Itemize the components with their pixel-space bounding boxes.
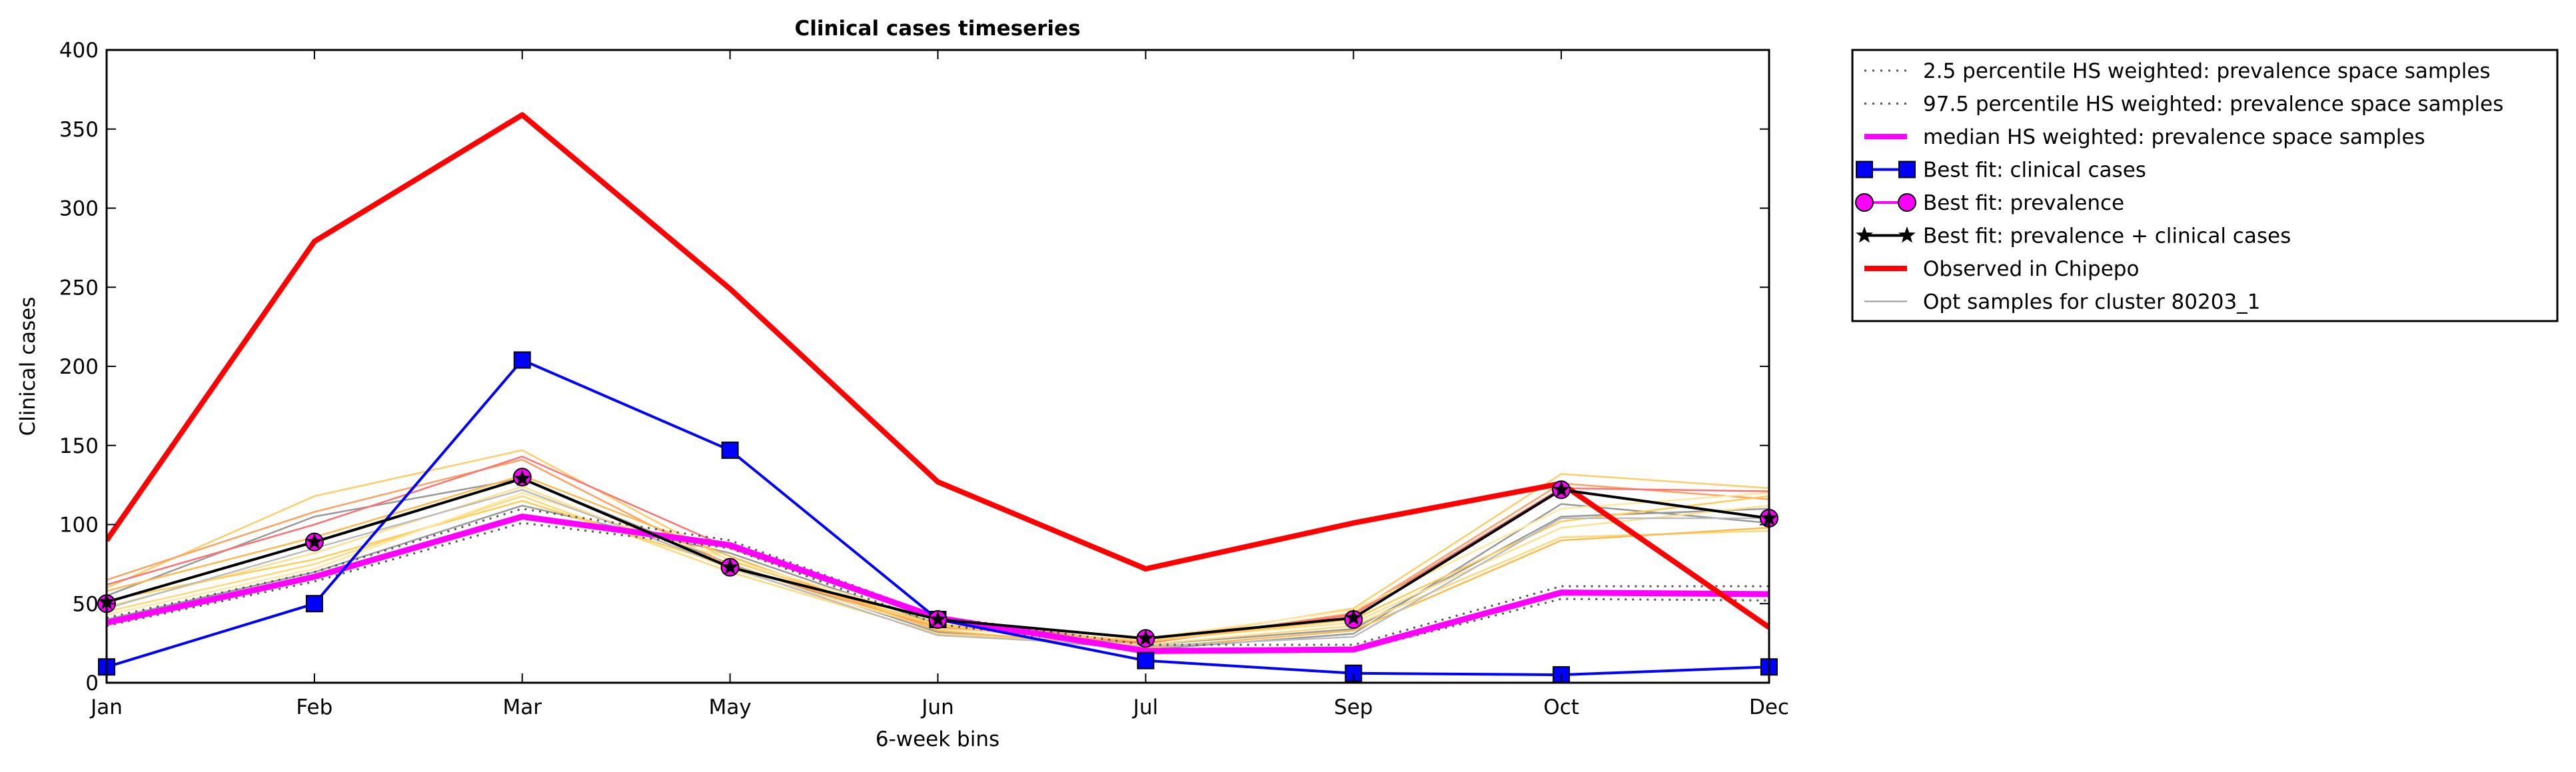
y-tick-label: 200 [59,355,99,379]
y-tick-label: 300 [59,197,99,221]
legend-marker [1898,193,1916,212]
x-tick-label: Dec [1749,695,1789,719]
sample-line-6 [107,495,1769,646]
legend-marker [1856,226,1873,243]
y-tick-label: 50 [73,592,99,616]
legend-frame [1851,49,2559,322]
y-tick-label: 0 [85,671,99,695]
point-bestfit-combined-6 [1137,629,1155,646]
legend-marker [1856,161,1873,179]
sample-line-11 [107,488,1769,647]
sample-line-7 [107,486,1769,641]
y-tick-label: 400 [59,39,99,63]
point-bestfit-clinical-6 [1137,651,1155,669]
point-bestfit-combined-3 [513,470,531,486]
legend-label: median HS weighted: prevalence space sam… [1923,125,2425,149]
legend-label: Best fit: clinical cases [1923,159,2146,183]
x-tick-label: Jul [1132,695,1158,719]
legend-label: Best fit: prevalence + clinical cases [1923,224,2291,248]
series-line-observed [107,112,1769,630]
point-bestfit-combined-7 [1345,609,1363,625]
sample-line-9 [107,474,1769,649]
series-markers [97,351,1778,684]
plot-frame [105,49,1770,684]
series-lines [107,112,1769,677]
y-axis-label: Clinical cases [16,296,40,436]
sample-line-2 [107,478,1769,651]
x-tick-label: May [709,695,752,719]
chart-title: Clinical cases timeseries [794,17,1080,41]
point-bestfit-clinical-3 [513,351,531,369]
point-bestfit-combined-4 [721,558,739,575]
legend-label: 2.5 percentile HS weighted: prevalence s… [1923,59,2491,83]
y-tick-label: 350 [59,118,99,142]
x-tick-label: Sep [1334,695,1373,719]
x-axis-label: 6-week bins [876,727,999,751]
y-tick-label: 250 [59,276,99,300]
legend-marker [1898,226,1916,243]
point-bestfit-clinical-2 [305,595,323,613]
legend: 2.5 percentile HS weighted: prevalence s… [1851,49,2559,322]
legend-label: 97.5 percentile HS weighted: prevalence … [1923,93,2503,117]
legend-label: Observed in Chipepo [1923,257,2139,281]
legend-marker [1855,193,1874,212]
point-bestfit-combined-2 [306,533,323,550]
y-axis: 0 50 100 150 200 250 300 350 400 [59,39,1769,695]
legend-label: Best fit: prevalence [1923,191,2124,215]
x-tick-label: Jan [89,695,123,719]
series-line-p97-5 [107,508,1769,646]
legend-marker [1898,161,1916,179]
point-bestfit-combined-5 [929,610,947,627]
point-bestfit-clinical-4 [721,441,739,459]
x-tick-label: Feb [296,695,332,719]
y-tick-label: 150 [59,434,99,458]
x-axis: Jan Feb Mar May Jun Jul Sep Oct Dec [89,50,1789,719]
point-bestfit-combined-8 [1553,480,1570,498]
y-tick-label: 100 [59,514,99,538]
x-tick-label: Jun [920,695,954,719]
legend-label: Opt samples for cluster 80203_1 [1923,290,2260,314]
x-tick-label: Mar [503,695,542,719]
x-tick-label: Oct [1543,695,1579,719]
